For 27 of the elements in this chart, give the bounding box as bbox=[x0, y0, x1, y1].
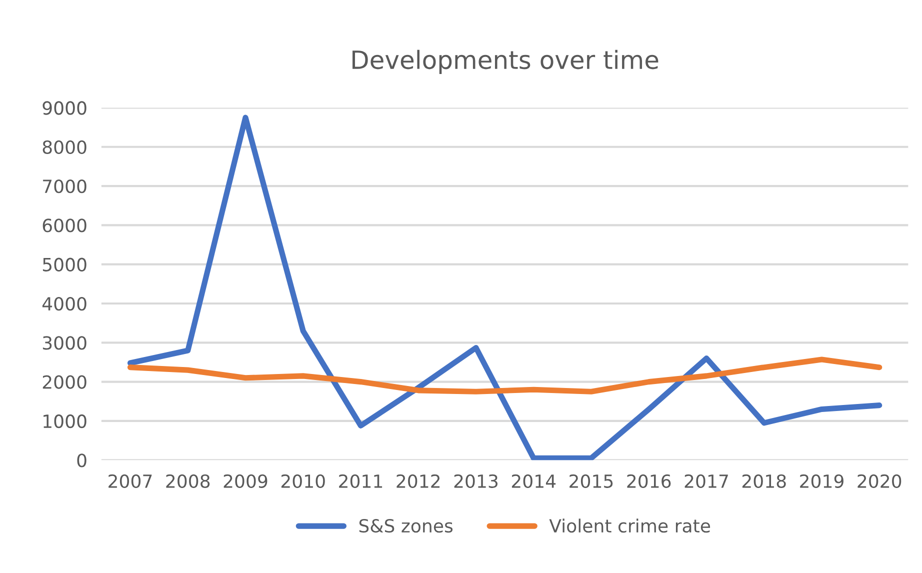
y-tick-label: 4000 bbox=[42, 296, 86, 311]
y-tick-label: 9000 bbox=[42, 101, 86, 115]
x-tick-label: 2007 bbox=[108, 474, 152, 488]
legend-label: S&S zones bbox=[359, 518, 453, 533]
y-tick-label: 1000 bbox=[44, 414, 86, 428]
x-tick-label: 2008 bbox=[166, 474, 210, 488]
x-tick-label: 2018 bbox=[742, 474, 786, 488]
x-tick-label: 2017 bbox=[684, 474, 728, 488]
x-tick-label: 2009 bbox=[224, 474, 268, 488]
y-tick-label: 5000 bbox=[42, 258, 86, 272]
x-tick-label: 2011 bbox=[339, 474, 382, 488]
x-tick-label: 2012 bbox=[396, 474, 440, 488]
x-tick-label: 2013 bbox=[454, 474, 498, 488]
y-tick-label: 2000 bbox=[42, 375, 86, 389]
x-tick-label: 2019 bbox=[800, 474, 844, 488]
x-tick-label: 2020 bbox=[858, 474, 902, 488]
y-tick-label: 7000 bbox=[43, 179, 86, 194]
y-tick-label: 6000 bbox=[42, 218, 86, 232]
x-tick-label: 2016 bbox=[627, 474, 671, 488]
y-tick-label: 3000 bbox=[42, 336, 86, 350]
legend-label: Violent crime rate bbox=[549, 518, 710, 533]
x-tick-label: 2015 bbox=[570, 474, 613, 488]
x-tick-label: 2010 bbox=[281, 474, 325, 488]
y-tick-label: 8000 bbox=[42, 140, 86, 154]
x-tick-label: 2014 bbox=[512, 474, 556, 488]
chart-title: Developments over time bbox=[352, 50, 658, 74]
y-tick-label: 0 bbox=[77, 454, 86, 468]
